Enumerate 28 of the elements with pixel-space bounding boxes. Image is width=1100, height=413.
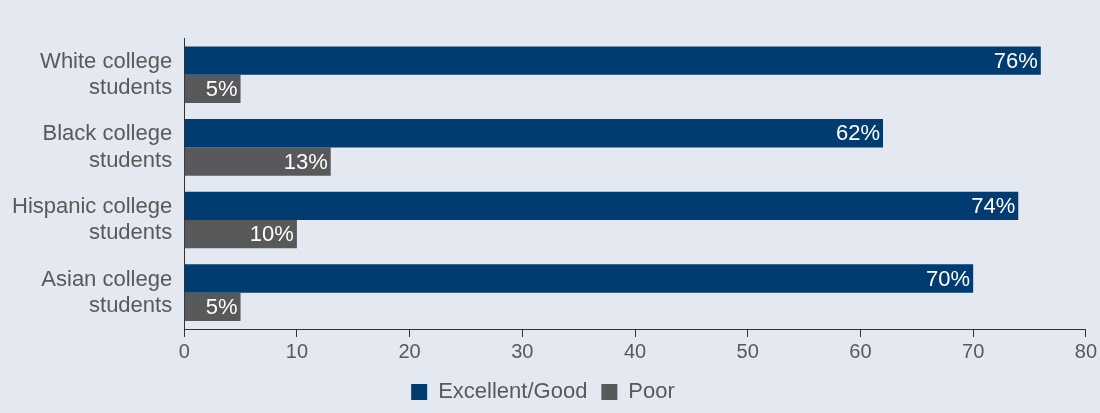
x-tick-label: 0 [178, 339, 190, 362]
x-tick-label: 80 [1074, 339, 1097, 362]
x-tick-label: 50 [736, 339, 759, 362]
y-tick-label: Asian college students [41, 265, 173, 317]
x-tick-label: 20 [398, 339, 421, 362]
x-tick-label: 40 [623, 339, 647, 362]
x-tick-label: 30 [511, 339, 534, 362]
data-label: 70% [926, 265, 971, 291]
legend-label: Excellent/Good [438, 378, 588, 404]
y-tick-label: Hispanic college students [12, 192, 173, 245]
bar [184, 119, 883, 148]
y-tick-label: Black college students [42, 120, 173, 172]
x-tick-label: 70 [962, 339, 985, 362]
data-label: 74% [971, 192, 1016, 218]
y-tick-label: White college students [40, 47, 173, 99]
data-label: 76% [993, 47, 1038, 73]
data-label: 5% [205, 75, 238, 101]
bar [184, 264, 974, 293]
x-tick-label: 10 [285, 339, 309, 362]
data-label: 10% [249, 221, 294, 247]
data-label: 13% [283, 148, 328, 174]
x-tick-label: 60 [849, 339, 872, 362]
data-label: 5% [205, 293, 238, 319]
bar [184, 191, 1019, 221]
bar [184, 147, 331, 176]
bar [184, 46, 1041, 75]
legend-label: Poor [628, 378, 675, 404]
data-label: 62% [835, 120, 880, 146]
